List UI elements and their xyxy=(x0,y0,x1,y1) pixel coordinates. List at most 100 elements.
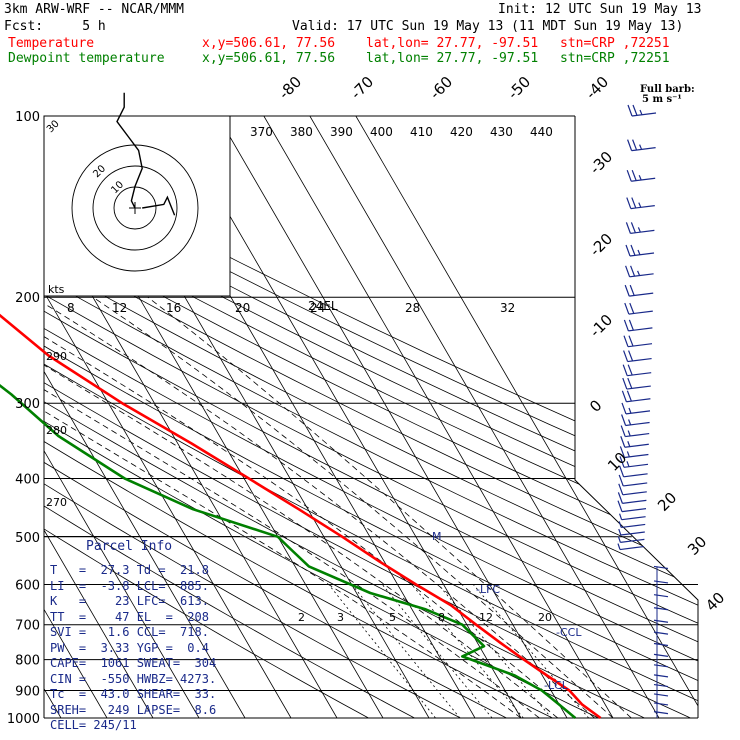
isotherm-line xyxy=(44,116,108,718)
wind-barb xyxy=(623,350,652,363)
wind-barb-flag xyxy=(625,244,631,257)
theta-left-label: 270 xyxy=(46,496,67,509)
dry-adiabat xyxy=(44,116,698,718)
dry-adiabat xyxy=(44,116,553,718)
theta-label: 390 xyxy=(330,125,353,139)
wind-barb xyxy=(618,474,648,487)
hodo-speed-label: 20 xyxy=(235,301,250,315)
wind-barb-flag xyxy=(632,139,638,151)
model-title: 3km ARW-WRF -- NCAR/MMM xyxy=(4,2,185,17)
isotherm-label: -70 xyxy=(347,73,377,103)
lfc-label: -LFC xyxy=(476,583,500,596)
wind-barb-shaft xyxy=(622,499,647,504)
isotherm-label: -80 xyxy=(275,73,305,103)
wind-barb xyxy=(618,483,647,496)
wind-barb-flag xyxy=(622,364,628,376)
parcel-row: SVI = 1.6 CCL= 718. xyxy=(50,625,209,639)
hodograph-box xyxy=(43,115,231,297)
wind-barb-flag xyxy=(618,528,622,536)
hodo-speed-label: 28 xyxy=(405,301,420,315)
el-label: 24EL xyxy=(308,299,338,313)
wind-barb-flag xyxy=(628,319,634,331)
wind-barb xyxy=(620,436,649,448)
wind-barb xyxy=(625,222,655,234)
wind-barb-flag xyxy=(620,425,626,437)
dry-adiabat xyxy=(44,116,461,718)
wind-barb-shaft xyxy=(623,482,648,487)
wind-barb xyxy=(618,521,646,529)
hodograph-kts-label: kts xyxy=(48,283,65,296)
wind-barb-flag xyxy=(626,451,630,458)
wind-barb xyxy=(624,284,654,297)
wind-barb-flag xyxy=(627,139,633,151)
isotherm-label: -10 xyxy=(586,311,616,341)
isotherm-line xyxy=(355,116,698,718)
wind-barb-flag xyxy=(631,197,637,209)
wind-barb-flag xyxy=(627,104,633,117)
temperature-station: stn=CRP ,72251 xyxy=(560,36,670,51)
wind-barb-flag xyxy=(625,222,631,234)
wind-barb-shaft xyxy=(627,343,653,348)
wind-barb-flag xyxy=(639,144,643,150)
wind-barb-flag xyxy=(618,474,624,487)
parcel-row: TT = 47 EL = 208 xyxy=(50,610,209,624)
theta-label: 420 xyxy=(450,125,473,139)
wind-barb-flag xyxy=(638,174,642,181)
wind-barb-flag xyxy=(623,319,629,332)
wind-barb-flag xyxy=(627,377,633,389)
temperature-latlon: lat,lon= 27.77, -97.51 xyxy=(366,36,539,51)
temperature-xy: x,y=506.61, 77.56 xyxy=(202,36,336,51)
parcel-row: LI = -3.8 LCL= 885. xyxy=(50,579,209,593)
wind-barb xyxy=(617,500,647,513)
wind-barb-low xyxy=(653,702,669,706)
wind-barb xyxy=(621,390,651,403)
wind-barb-flag xyxy=(619,446,625,458)
dry-adiabat xyxy=(44,116,691,718)
wind-barb-flag xyxy=(637,249,641,256)
hodo-speed-label: 8 xyxy=(67,301,75,315)
temperature-legend: Temperature xyxy=(8,36,95,51)
wind-barb-shaft xyxy=(623,463,649,468)
hodograph-tail xyxy=(142,195,176,216)
dewpoint-xy: x,y=506.61, 77.56 xyxy=(202,51,336,66)
dry-adiabat xyxy=(44,116,415,718)
wind-barb-flag xyxy=(630,265,636,277)
dry-adiabat xyxy=(44,116,369,718)
wind-barb-flag xyxy=(619,513,623,520)
dry-adiabat xyxy=(44,116,645,718)
sounding-series xyxy=(0,313,602,720)
wind-barb-shaft xyxy=(630,205,655,210)
wind-barb-flag xyxy=(623,335,629,347)
parcel-info-panel: Parcel Info T = 27.3 Td = 21.8 LI = -3.8… xyxy=(44,536,240,739)
wind-barb-flag xyxy=(627,364,633,376)
wind-barb xyxy=(617,536,645,543)
dewpoint-latlon: lat,lon= 27.77, -97.51 xyxy=(366,51,539,66)
wind-barb-shaft xyxy=(626,398,651,403)
theta-label: 400 xyxy=(370,125,393,139)
dry-adiabat xyxy=(44,116,698,718)
dry-adiabat xyxy=(44,116,698,718)
isotherm-label: 30 xyxy=(684,533,710,559)
isotherm-label: 0 xyxy=(586,396,605,415)
wind-barb-flag xyxy=(617,492,623,504)
theta-label: 430 xyxy=(490,125,513,139)
ccl-label: -CCL xyxy=(556,626,582,639)
wind-barb-flag xyxy=(626,170,632,182)
wind-barb-shaft xyxy=(629,252,655,257)
wind-barb-shaft xyxy=(627,372,652,377)
isotherm-line xyxy=(309,116,660,718)
wind-barb-shaft xyxy=(628,327,653,332)
wind-barb-flag xyxy=(618,521,622,528)
wind-barb-flag xyxy=(628,350,634,362)
wind-barb-flag xyxy=(626,197,632,209)
wind-barb-flag xyxy=(620,436,626,448)
wind-barb-flag xyxy=(637,270,641,276)
wind-barb-shaft xyxy=(625,421,650,427)
isotherm-line xyxy=(0,116,15,718)
wind-barb-low xyxy=(653,565,669,570)
wind-barb-shaft xyxy=(621,516,646,521)
wind-barb-low xyxy=(653,642,669,647)
parcel-row: CIN = -550 HWBZ= 4273. xyxy=(50,672,217,686)
wind-barb-flag xyxy=(626,390,632,402)
